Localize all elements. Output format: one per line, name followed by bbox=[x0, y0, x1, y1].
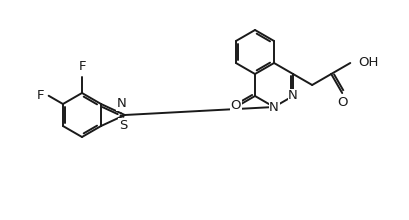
Text: F: F bbox=[37, 89, 45, 102]
Text: O: O bbox=[337, 96, 348, 109]
Text: F: F bbox=[78, 59, 86, 73]
Text: N: N bbox=[117, 97, 127, 110]
Text: O: O bbox=[231, 99, 241, 112]
Text: N: N bbox=[288, 90, 298, 103]
Text: S: S bbox=[119, 119, 127, 132]
Text: N: N bbox=[269, 101, 279, 114]
Text: OH: OH bbox=[358, 57, 379, 70]
